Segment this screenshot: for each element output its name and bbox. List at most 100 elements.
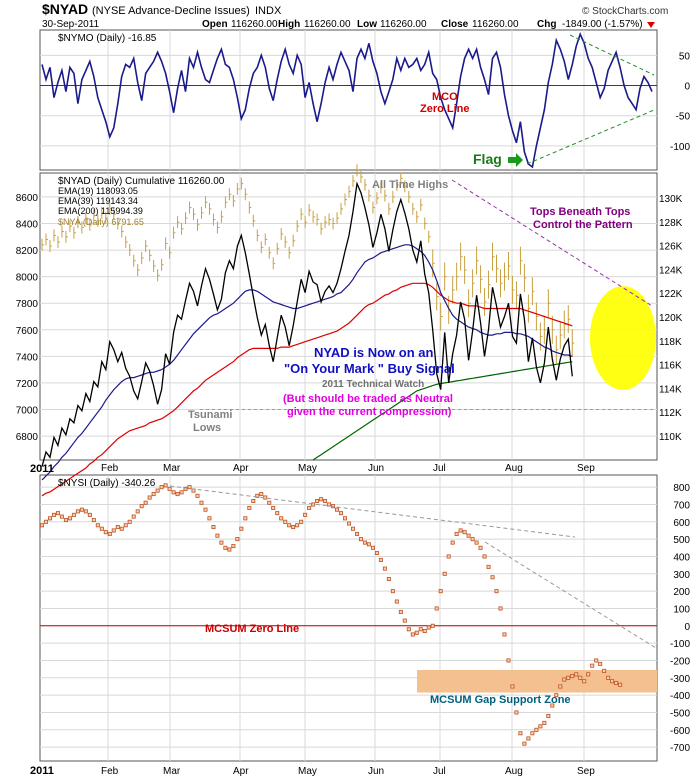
nysi-point (135, 509, 140, 514)
close-label: Close (441, 19, 469, 30)
month-label: Jul (433, 463, 446, 474)
nyad-left-tick-label: 8000 (16, 273, 39, 284)
nysi-point (295, 523, 300, 528)
nysi-point (211, 525, 216, 530)
nysi-point (438, 589, 443, 594)
down-arrow-icon (647, 22, 655, 28)
chg-value: -1849.00 (-1.57%) (562, 19, 643, 30)
nysi-point (275, 511, 280, 516)
month-label: Jun (368, 463, 384, 474)
nyad-right-tick-label: 130K (659, 194, 683, 205)
nysi-point (287, 523, 292, 528)
ema39-series-line (41, 282, 573, 497)
nysi-point (319, 497, 324, 502)
nysi-point (350, 526, 355, 531)
nysi-point (618, 682, 623, 687)
nysi-point (55, 511, 60, 516)
nysi-point (283, 519, 288, 524)
nysi-point (362, 540, 367, 545)
nysi-point (203, 507, 208, 512)
nysi-tick-label: 700 (673, 500, 690, 511)
tick-labels: 500-50-100860084008200800078007600740072… (16, 51, 691, 754)
nysi-point (530, 731, 535, 736)
nysi-point (402, 618, 407, 623)
flag-lower-trendline (526, 109, 655, 165)
nysi-point (598, 661, 603, 666)
nysi-point (410, 632, 415, 637)
nyad-right-tick-label: 126K (659, 242, 683, 253)
nysi-point (570, 674, 575, 679)
nysi-point (506, 658, 511, 663)
nysi-point (478, 545, 483, 550)
nysi-tick-label: 300 (673, 570, 690, 581)
nyad-right-tick-label: 114K (659, 384, 682, 395)
all-time-highs-label: All Time Highs (372, 179, 448, 191)
nysi-point (494, 589, 499, 594)
nyad-right-tick-label: 118K (659, 337, 682, 348)
nysi-point (346, 521, 351, 526)
nymo-tick-label: -100 (670, 142, 690, 153)
nysi-point (414, 630, 419, 635)
nysi-tick-label: 0 (684, 622, 690, 633)
nysi-point (243, 516, 248, 521)
year-label-top: 2011 (30, 463, 54, 475)
nysi-point (370, 545, 375, 550)
nysi-point (163, 483, 168, 488)
nysi-point (374, 551, 379, 556)
control-pattern-label: Control the Pattern (533, 219, 633, 231)
nysi-point (107, 531, 112, 536)
high-label: High (278, 19, 300, 30)
month-label: May (298, 463, 317, 474)
nysi-point (590, 663, 595, 668)
buy-signal-line2: "On Your Mark " Buy Signal (284, 361, 455, 376)
open-label: Open (202, 19, 228, 30)
nysi-tick-label: 800 (673, 483, 690, 494)
nysi-point (442, 571, 447, 576)
flag-upper-trendline (569, 34, 655, 76)
month-label: Jul (433, 766, 446, 777)
nymo-panel (39, 29, 658, 171)
series-layer (40, 31, 657, 746)
nysi-point (59, 514, 64, 519)
nysi-point (231, 544, 236, 549)
nymo-legend: $NYMO (Daily) -16.85 (58, 33, 157, 44)
nysi-tick-label: -400 (670, 691, 690, 702)
nysi-point (71, 512, 76, 517)
nysi-point (434, 606, 439, 611)
nyad-left-tick-label: 7600 (16, 326, 39, 337)
nysi-point (526, 736, 531, 741)
nysi-point (315, 498, 320, 503)
nyad-right-tick-label: 112K (659, 408, 682, 419)
nysi-point (147, 495, 152, 500)
zero-line-label: Zero Line (420, 103, 470, 115)
month-label: Apr (233, 766, 249, 777)
tsunami-label: Tsunami (188, 409, 232, 421)
nysi-point (223, 545, 228, 550)
nysi-point (159, 485, 164, 490)
month-label: Mar (163, 463, 181, 474)
nysi-tick-label: -700 (670, 743, 690, 754)
nysi-point (155, 488, 160, 493)
credit: © StockCharts.com (582, 6, 668, 17)
month-labels: Feb Feb Mar Mar Apr Apr May May Jun Jun Jul Jul Aug A… (101, 463, 595, 777)
nyad-right-tick-label: 122K (659, 289, 683, 300)
gap-support-zone (417, 670, 657, 693)
nysi-point (43, 519, 48, 524)
nysi-point (538, 724, 543, 729)
right-arrow-icon (508, 153, 523, 167)
nysi-tick-label: -500 (670, 708, 690, 719)
buy-signal-line1: NYAD is Now on an (314, 345, 433, 360)
nysi-point (390, 589, 395, 594)
nysi-point (386, 577, 391, 582)
tops-trendline (451, 179, 653, 307)
nysi-point (139, 504, 144, 509)
gap-support-label: MCSUM Gap Support Zone (430, 694, 571, 706)
tops-beneath-label: Tops Beneath Tops (530, 206, 630, 218)
nysi-legend: $NYSI (Daily) -340.26 (58, 478, 156, 489)
nysi-point (167, 486, 172, 491)
symbol-description: (NYSE Advance-Decline Issues) (92, 5, 250, 17)
nya-legend: $NYA (Daily) 6791.65 (58, 217, 144, 227)
nysi-tick-label: 400 (673, 552, 690, 563)
nysi-point (454, 531, 459, 536)
